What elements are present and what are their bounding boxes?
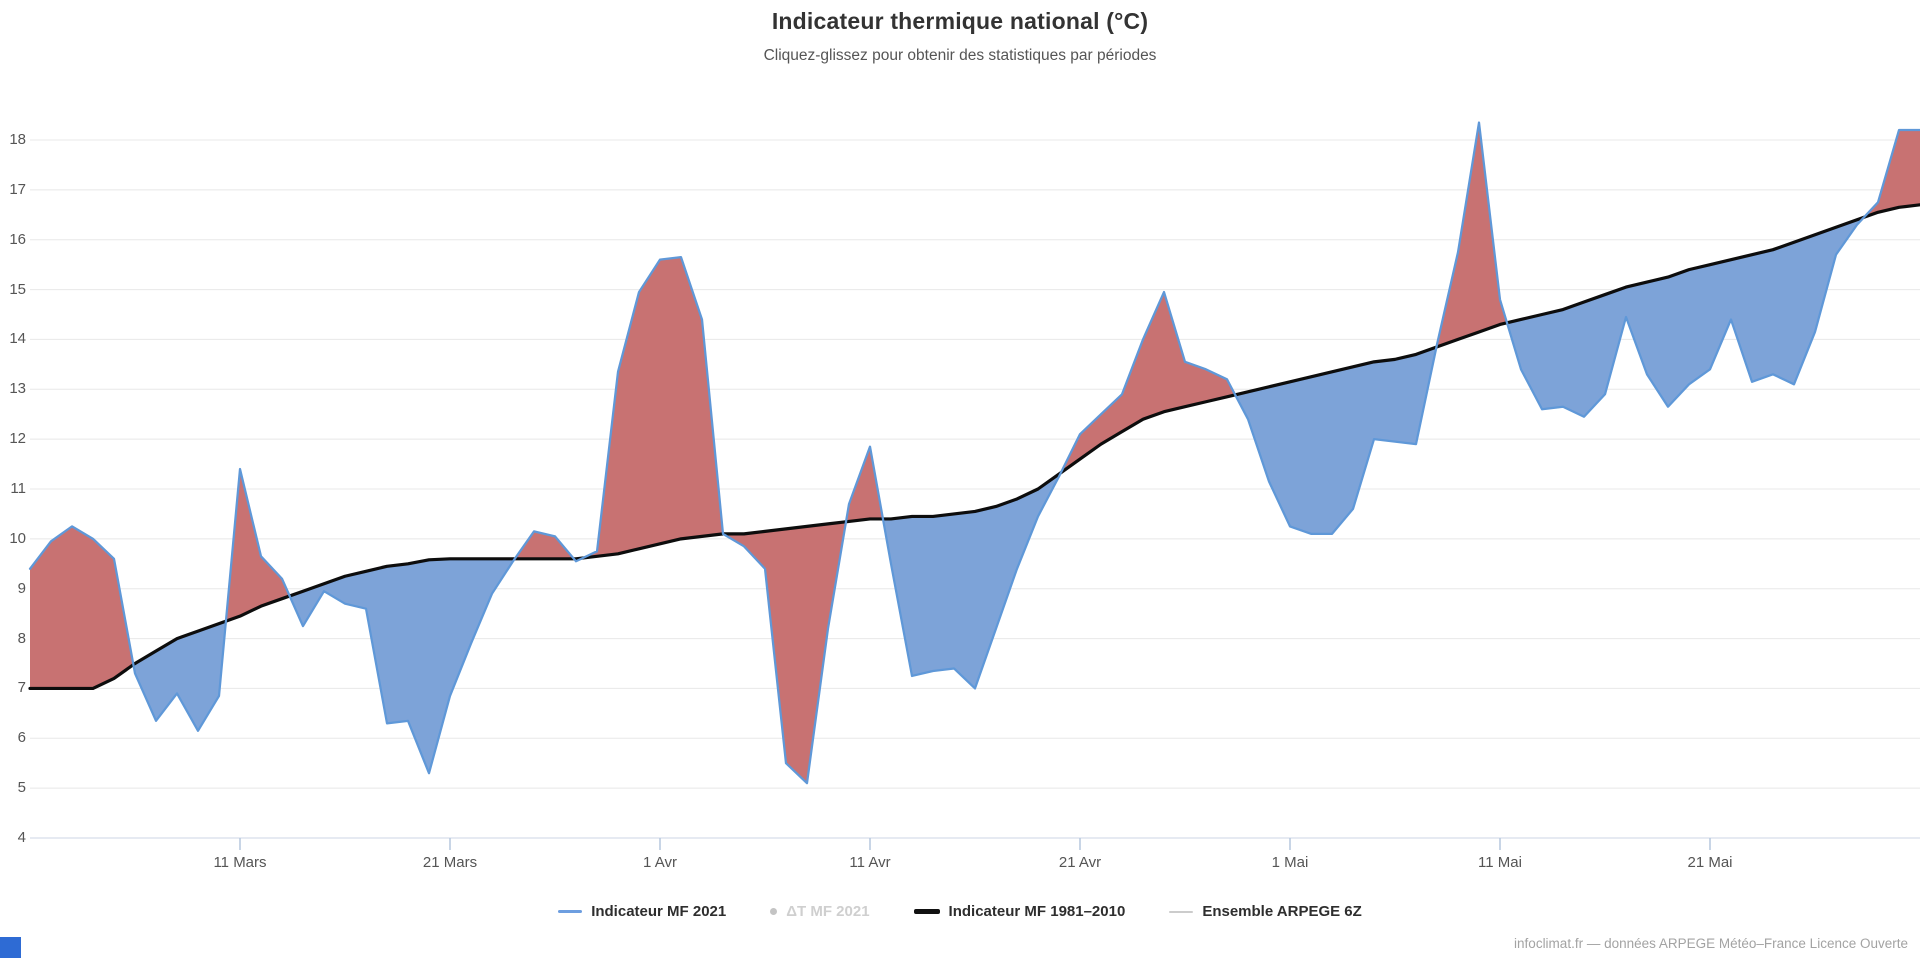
area-below-normal — [133, 621, 226, 731]
x-axis-label: 11 Mars — [213, 854, 267, 871]
y-axis-label: 15 — [9, 280, 26, 298]
legend-item-label: Ensemble ARPEGE 6Z — [1202, 903, 1362, 920]
y-axis-label: 6 — [17, 729, 26, 747]
area-above-normal — [1060, 292, 1236, 473]
series-line-normal — [28, 203, 1920, 691]
legend-line-icon — [913, 909, 940, 914]
y-axis-label: 17 — [9, 180, 26, 198]
gridlines — [30, 139, 1920, 839]
legend-item[interactable]: Ensemble ARPEGE 6Z — [1169, 903, 1362, 920]
series-lines — [28, 121, 1920, 785]
area-above-normal — [1864, 130, 1920, 218]
y-axis-label: 9 — [17, 579, 26, 597]
x-axis-label: 1 Mai — [1271, 854, 1309, 871]
x-axis-label: 21 Avr — [1058, 854, 1102, 871]
attribution-text: infoclimat.fr — données ARPEGE Météo–Fra… — [1514, 936, 1908, 951]
legend-line-icon — [1169, 910, 1194, 913]
y-axis-label: 18 — [9, 131, 26, 148]
y-axis-label: 11 — [10, 480, 26, 497]
area-below-normal — [882, 472, 1061, 689]
legend-dot-icon — [770, 908, 778, 915]
brand-corner-square — [0, 937, 21, 958]
legend-item-label: ΔT MF 2021 — [786, 903, 870, 920]
legend-item[interactable]: Indicateur MF 1981–2010 — [913, 903, 1126, 920]
legend-line-icon — [558, 910, 583, 913]
x-axis-label: 21 Mars — [422, 854, 478, 871]
y-axis-label: 16 — [9, 230, 26, 248]
anomaly-fill-areas — [30, 122, 1920, 784]
chart-subtitle: Cliquez-glissez pour obtenir des statist… — [763, 47, 1157, 64]
y-axis-label: 13 — [9, 380, 26, 398]
x-axis-label: 1 Avr — [643, 854, 677, 871]
y-axis-label: 10 — [9, 529, 26, 547]
area-below-normal — [289, 558, 515, 774]
area-above-normal — [846, 446, 883, 522]
y-axis-label: 4 — [17, 829, 26, 846]
y-axis-label: 5 — [17, 779, 26, 797]
area-below-normal — [1507, 217, 1864, 417]
legend-item-label: Indicateur MF 1981–2010 — [948, 903, 1126, 920]
x-axis-label: 11 Mai — [1478, 854, 1522, 871]
area-above-normal — [583, 257, 846, 784]
x-axis-label: 21 Mai — [1687, 854, 1733, 871]
series-line-2021 — [28, 121, 1920, 785]
legend-item-label: Indicateur MF 2021 — [591, 903, 727, 920]
legend-item[interactable]: ΔT MF 2021 — [770, 903, 870, 920]
area-below-normal — [1235, 347, 1437, 534]
y-axis-label: 14 — [9, 330, 26, 348]
y-axis-label: 7 — [17, 679, 26, 697]
y-axis-label: 12 — [9, 430, 26, 448]
area-above-normal — [30, 526, 134, 689]
chart-title: Indicateur thermique national (°C) — [771, 8, 1149, 34]
legend-item[interactable]: Indicateur MF 2021 — [558, 903, 726, 920]
y-axis-label: 8 — [17, 629, 26, 647]
x-tick-marks — [239, 838, 1711, 850]
area-above-normal — [1436, 122, 1507, 348]
x-axis-label: 11 Avr — [849, 854, 891, 871]
legend: Indicateur MF 2021 ΔT MF 2021 Indicateur M… — [0, 903, 1920, 920]
